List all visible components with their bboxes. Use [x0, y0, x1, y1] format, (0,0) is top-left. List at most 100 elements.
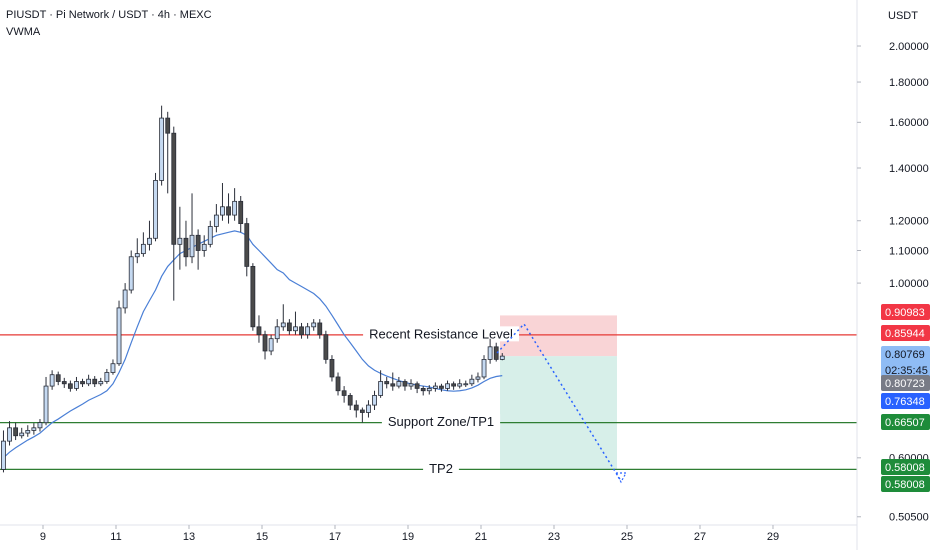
candle-body	[408, 383, 414, 387]
candle-body	[439, 385, 444, 389]
candle-body	[347, 395, 353, 406]
price-tag-label: 0.58008	[885, 479, 925, 491]
candle-body	[171, 132, 177, 245]
candle-body	[293, 326, 298, 332]
candle-body	[189, 234, 195, 258]
candle-body	[353, 404, 359, 411]
candle-body	[493, 346, 499, 360]
candle-body	[487, 346, 493, 360]
candle-body	[457, 383, 463, 387]
price-tag-label: 0.58008	[885, 462, 925, 474]
candle-body	[110, 363, 116, 373]
x-tick-label: 23	[548, 531, 560, 543]
candle-body	[177, 237, 183, 245]
candle-body	[378, 381, 384, 396]
candle-body	[335, 376, 341, 392]
candle-body	[183, 237, 189, 258]
candle-body	[481, 359, 487, 378]
x-tick-label: 19	[402, 531, 414, 543]
candle-body	[55, 374, 61, 382]
candle-body	[305, 326, 311, 336]
price-tag-label: 0.80723	[885, 378, 925, 390]
candle-body	[19, 432, 25, 437]
candle-body	[13, 427, 19, 437]
candle-body	[80, 381, 85, 385]
candle-body	[238, 200, 244, 224]
candle-body	[49, 374, 55, 387]
price-tag	[881, 414, 930, 430]
price-tag-label: 0.66507	[885, 417, 925, 429]
chart-title: PIUSDT · Pi Network / USDT · 4h · MEXC	[6, 9, 212, 21]
price-tag-label: 0.90983	[885, 307, 925, 319]
candle-body	[43, 385, 49, 424]
candle-body	[262, 334, 268, 352]
y-tick-label: 1.10000	[889, 245, 929, 257]
level-label: TP2	[429, 461, 453, 476]
candle-body	[384, 381, 390, 385]
candle-body	[299, 326, 304, 336]
y-tick-label: 1.00000	[889, 278, 929, 290]
price-tag-label: 0.85944	[885, 328, 925, 340]
candle-body	[475, 376, 481, 380]
candle-body	[244, 223, 250, 267]
plot-area: Recent Resistance Level Support Zone/TP1 T…	[0, 105, 857, 476]
candle-body	[317, 322, 323, 336]
candle-body	[414, 383, 420, 389]
candle-body	[7, 427, 12, 442]
candle-body	[390, 383, 396, 387]
target-zone	[500, 356, 617, 470]
candle-body	[195, 234, 201, 251]
candle-body	[128, 256, 134, 291]
axis-unit: USDT	[888, 10, 918, 22]
candle-body	[159, 117, 165, 181]
candle-body	[256, 326, 262, 336]
candle-body	[432, 385, 438, 389]
price-tag	[881, 393, 930, 409]
candle-body	[226, 206, 231, 216]
x-tick-label: 15	[256, 531, 268, 543]
x-tick-label: 13	[183, 531, 195, 543]
x-tick-label: 25	[621, 531, 633, 543]
candle-body	[74, 381, 79, 389]
candle-body	[451, 383, 457, 387]
candle-body	[207, 226, 213, 245]
candle-body	[147, 237, 152, 245]
candle-body	[122, 289, 128, 309]
candle-body	[372, 395, 377, 406]
projection-arrow	[614, 472, 628, 484]
price-tag	[881, 375, 930, 391]
candle-body	[268, 338, 274, 352]
candle-body	[420, 388, 426, 392]
y-tick-label: 2.00000	[889, 41, 929, 53]
candle-body	[499, 355, 505, 360]
candle-body	[25, 430, 31, 434]
candle-body	[67, 383, 73, 389]
candle-body	[445, 383, 450, 389]
candle-body	[463, 383, 469, 386]
y-tick-label: 1.60000	[889, 117, 929, 129]
candle-body	[396, 381, 402, 387]
y-tick-label: 1.20000	[889, 216, 929, 228]
indicator-name: VWMA	[6, 26, 41, 38]
candle-body	[402, 381, 408, 387]
x-tick-label: 9	[40, 531, 46, 543]
candle-body	[116, 307, 122, 365]
y-tick-label: 0.50500	[889, 512, 929, 524]
level-label: Recent Resistance Level	[369, 326, 513, 341]
candle-body	[86, 378, 92, 385]
candle-body	[92, 378, 98, 385]
y-tick-label: 1.80000	[889, 77, 929, 89]
level-label-bg	[423, 460, 459, 476]
price-tag	[881, 476, 930, 492]
level-label-bg	[363, 326, 520, 342]
candle-body	[220, 206, 225, 216]
x-tick-label: 17	[329, 531, 341, 543]
candle-body	[104, 372, 110, 382]
x-tick-label: 21	[475, 531, 487, 543]
price-tag	[881, 346, 930, 380]
price-tag	[881, 304, 930, 320]
candle-body	[37, 422, 43, 429]
price-tag	[881, 459, 930, 475]
level-label: Support Zone/TP1	[388, 414, 494, 429]
